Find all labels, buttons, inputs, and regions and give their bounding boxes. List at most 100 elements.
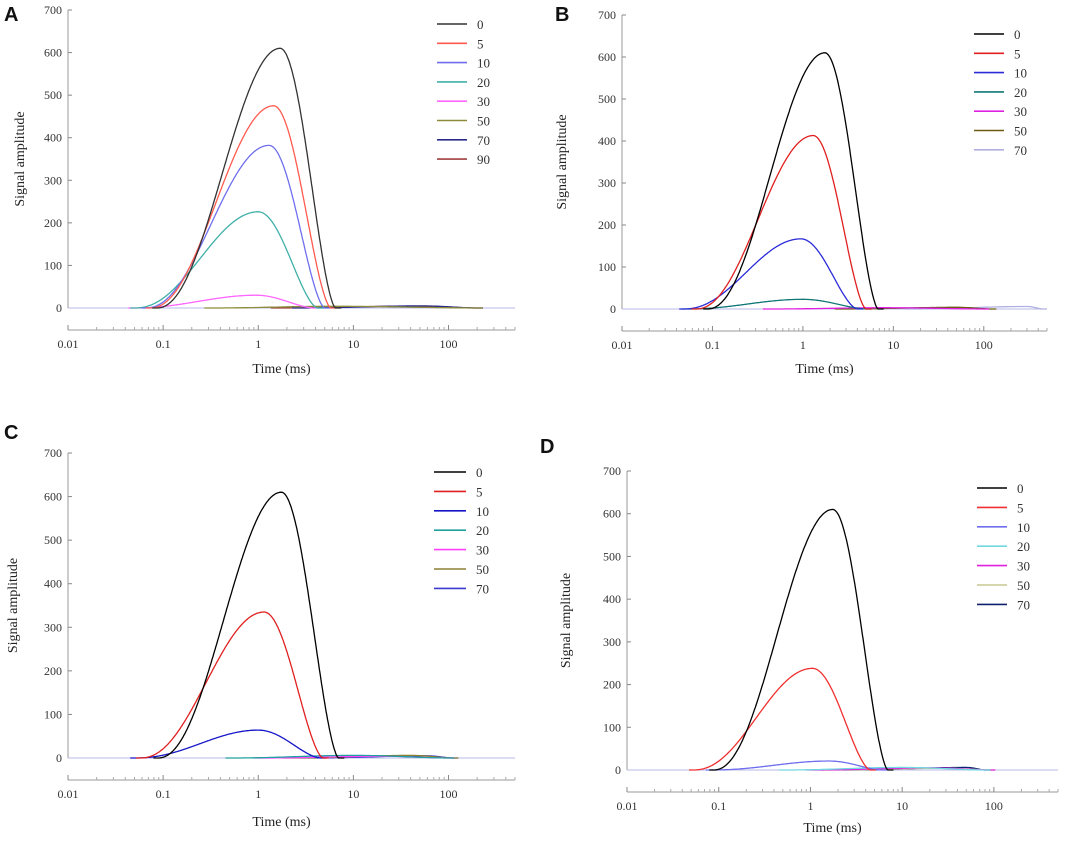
- y-axis-title: Signal amplitude: [13, 111, 28, 206]
- legend-label-0: 0: [476, 465, 483, 480]
- x-tick-label: 100: [440, 787, 458, 801]
- y-tick-label: 400: [44, 577, 62, 591]
- legend-label-5: 5: [1014, 46, 1021, 61]
- x-tick-label: 100: [985, 799, 1003, 813]
- y-tick-label: 300: [44, 620, 62, 634]
- y-tick-label: 300: [598, 176, 616, 190]
- y-tick-label: 700: [44, 446, 62, 460]
- x-tick-label: 100: [440, 337, 458, 351]
- x-tick-label: 10: [347, 787, 359, 801]
- x-tick-label: 0.01: [58, 787, 79, 801]
- y-tick-label: 500: [44, 533, 62, 547]
- x-tick-label: 100: [975, 338, 993, 352]
- legend-label-70: 70: [1014, 143, 1027, 158]
- series-line-5: [689, 667, 876, 771]
- x-tick-label: 0.1: [705, 338, 720, 352]
- legend-label-10: 10: [476, 504, 489, 519]
- y-tick-label: 500: [44, 88, 62, 102]
- legend-label-30: 30: [1014, 104, 1027, 119]
- series-line-5: [145, 105, 337, 309]
- x-tick-label: 1: [807, 799, 813, 813]
- legend-label-70: 70: [477, 133, 490, 148]
- legend-label-30: 30: [1017, 559, 1030, 574]
- panel-a: A 0 100 200 300 400 500 600 700 0.01 0.1 1 10 100 Tim…: [0, 0, 532, 422]
- series-line-5: [136, 611, 329, 759]
- y-tick-label: 200: [603, 678, 621, 692]
- y-tick-label: 200: [598, 218, 616, 232]
- y-tick-label: 700: [603, 464, 621, 478]
- series-line-20: [130, 211, 324, 309]
- legend-label-20: 20: [1014, 85, 1027, 100]
- x-axis-title: Time (ms): [252, 815, 311, 830]
- y-tick-label: 600: [598, 50, 616, 64]
- legend-label-70: 70: [476, 581, 489, 596]
- x-tick-label: 10: [896, 799, 908, 813]
- x-tick-label: 10: [347, 337, 359, 351]
- panel-d: D 0 100 200 300 400 500 600 700 0.01 0.1 1 10 100 Tim…: [532, 422, 1065, 847]
- legend-label-10: 10: [1017, 520, 1030, 535]
- x-tick-label: 1: [800, 338, 806, 352]
- y-tick-label: 300: [44, 173, 62, 187]
- series-line-30: [128, 294, 320, 309]
- legend-label-50: 50: [1017, 578, 1030, 593]
- y-tick-label: 0: [615, 763, 621, 777]
- y-axis-title: Signal amplitude: [559, 573, 574, 668]
- x-axis-title: Time (ms): [803, 821, 862, 836]
- y-tick-label: 200: [44, 216, 62, 230]
- legend-label-50: 50: [476, 562, 489, 577]
- y-axis-title: Signal amplitude: [6, 558, 21, 653]
- series-line-0: [703, 52, 884, 310]
- x-tick-label: 10: [887, 338, 899, 352]
- series-line-5: [691, 134, 872, 310]
- legend-label-30: 30: [476, 543, 489, 558]
- series-line-0: [153, 491, 345, 759]
- legend-label-20: 20: [1017, 539, 1030, 554]
- legend-label-10: 10: [1014, 66, 1027, 81]
- legend-label-10: 10: [477, 56, 490, 71]
- y-tick-label: 0: [610, 302, 616, 316]
- panel-b-letter: B: [555, 4, 570, 26]
- y-tick-label: 600: [44, 490, 62, 504]
- series-line-10: [705, 760, 888, 771]
- series-line-20: [778, 766, 991, 771]
- legend-label-90: 90: [477, 152, 490, 167]
- y-tick-label: 0: [56, 751, 62, 765]
- legend-label-5: 5: [477, 36, 484, 51]
- panel-a-letter: A: [4, 4, 19, 26]
- x-axis-title: Time (ms): [795, 362, 854, 377]
- legend-label-0: 0: [1014, 27, 1021, 42]
- y-tick-label: 600: [603, 507, 621, 521]
- panel-c-letter: C: [4, 422, 19, 444]
- x-tick-label: 1: [255, 337, 261, 351]
- y-tick-label: 200: [44, 664, 62, 678]
- y-tick-label: 600: [44, 46, 62, 60]
- legend-label-50: 50: [477, 114, 490, 129]
- x-tick-label: 0.1: [156, 337, 171, 351]
- series-line-20: [225, 754, 455, 759]
- y-tick-label: 400: [44, 131, 62, 145]
- series-line-0: [709, 508, 894, 771]
- x-tick-label: 0.01: [58, 337, 79, 351]
- y-tick-label: 100: [603, 720, 621, 734]
- series-line-10: [679, 238, 863, 310]
- x-tick-label: 0.01: [612, 338, 633, 352]
- legend-label-5: 5: [1017, 500, 1024, 515]
- legend-label-0: 0: [477, 17, 484, 32]
- x-tick-label: 0.1: [156, 787, 171, 801]
- y-tick-label: 400: [598, 134, 616, 148]
- legend-label-5: 5: [476, 484, 483, 499]
- series-line-70: [905, 305, 1047, 310]
- series-line-0: [152, 47, 342, 309]
- y-tick-label: 0: [56, 301, 62, 315]
- x-tick-label: 0.1: [711, 799, 726, 813]
- y-tick-label: 700: [598, 8, 616, 22]
- y-tick-label: 500: [598, 92, 616, 106]
- y-tick-label: 100: [44, 258, 62, 272]
- series-line-50: [204, 305, 483, 309]
- legend-label-50: 50: [1014, 124, 1027, 139]
- legend-label-70: 70: [1017, 597, 1030, 612]
